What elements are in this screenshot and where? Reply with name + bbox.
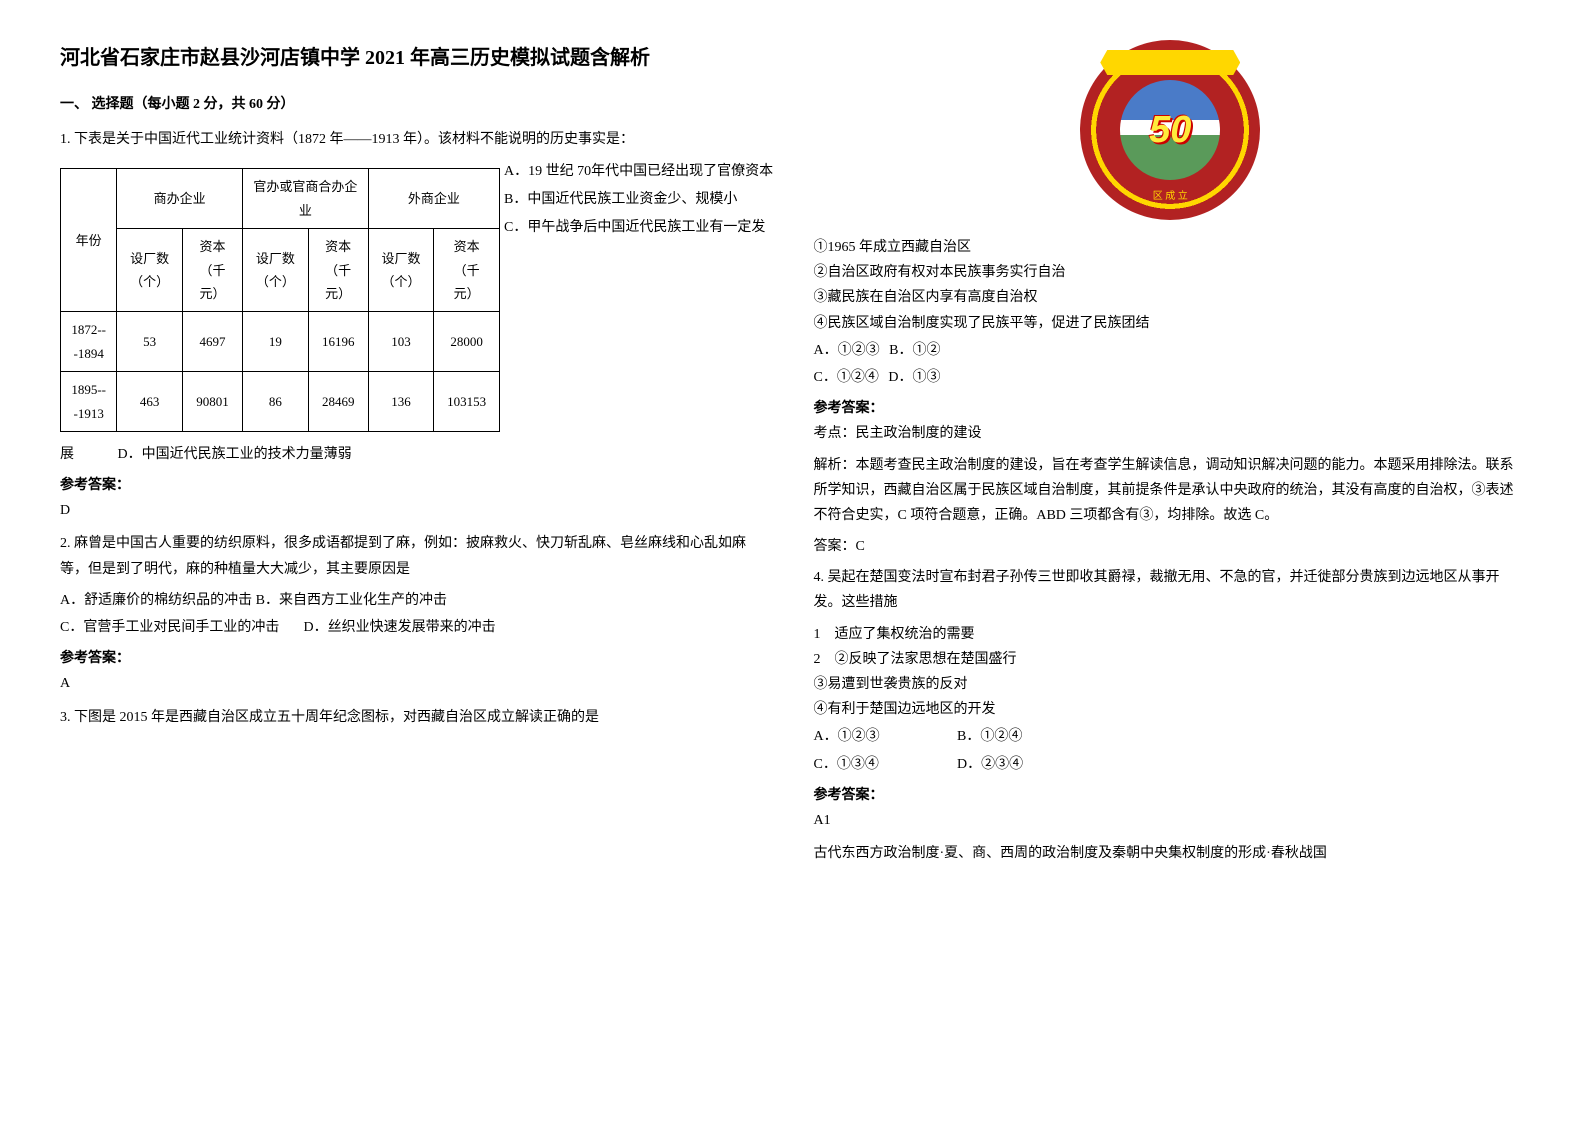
q1-optB: B．中国近代民族工业资金少、规模小 bbox=[504, 186, 774, 214]
q4-optD: D．②③④ bbox=[957, 757, 1023, 772]
q3-statement-3: ③藏民族在自治区内享有高度自治权 bbox=[814, 285, 1528, 310]
q3-statement-1: ①1965 年成立西藏自治区 bbox=[814, 235, 1528, 260]
th-group2: 官办或官商合办企业 bbox=[243, 169, 369, 229]
q2-optA: A．舒适廉价的棉纺织品的冲击 bbox=[60, 588, 252, 613]
q1-optC: C．甲午战争后中国近代民族工业有一定发 bbox=[504, 214, 774, 242]
q4-stem: 4. 吴起在楚国变法时宣布封君子孙传三世即收其爵禄，裁撤无用、不急的官，并迁徙部… bbox=[814, 565, 1528, 615]
q4-opts-line2: C．①③④ D．②③④ bbox=[814, 752, 1528, 777]
td: 136 bbox=[368, 372, 434, 432]
left-column: 河北省石家庄市赵县沙河店镇中学 2021 年高三历史模拟试题含解析 一、 选择题… bbox=[60, 40, 774, 1082]
table-row: 年份 商办企业 官办或官商合办企业 外商企业 bbox=[61, 169, 500, 229]
q2-opts-line2: C．官营手工业对民间手工业的冲击 D．丝织业快速发展带来的冲击 bbox=[60, 615, 774, 640]
doc-title: 河北省石家庄市赵县沙河店镇中学 2021 年高三历史模拟试题含解析 bbox=[60, 40, 774, 76]
q3-optD: D．①③ bbox=[888, 370, 940, 385]
emblem-bottom-text: 区 成 立 bbox=[1080, 188, 1260, 206]
q4-optA: A．①②③ bbox=[814, 724, 954, 749]
q3-opts-line2: C．①②④ D．①③ bbox=[814, 365, 1528, 390]
answer-label: 参考答案： bbox=[60, 646, 774, 671]
q2-answer: A bbox=[60, 671, 774, 696]
th-sub: 设厂数（个） bbox=[117, 229, 183, 312]
q1-table: 年份 商办企业 官办或官商合办企业 外商企业 设厂数（个） 资本（千元） 设厂数… bbox=[60, 168, 500, 432]
td: 53 bbox=[117, 312, 183, 372]
q2-optC: C．官营手工业对民间手工业的冲击 bbox=[60, 615, 300, 640]
q3-opts-line1: A．①②③ B．①② bbox=[814, 338, 1528, 363]
question-3-stem: 3. 下图是 2015 年是西藏自治区成立五十周年纪念图标，对西藏自治区成立解读… bbox=[60, 705, 774, 730]
td: 103 bbox=[368, 312, 434, 372]
answer-label: 参考答案： bbox=[60, 473, 774, 498]
q3-statement-4: ④民族区域自治制度实现了民族平等，促进了民族团结 bbox=[814, 311, 1528, 336]
q3-statement-2: ②自治区政府有权对本民族事务实行自治 bbox=[814, 260, 1528, 285]
question-4: 4. 吴起在楚国变法时宣布封君子孙传三世即收其爵禄，裁撤无用、不急的官，并迁徙部… bbox=[814, 565, 1528, 866]
td: 4697 bbox=[182, 312, 242, 372]
td: 1895---1913 bbox=[61, 372, 117, 432]
question-2: 2. 麻曾是中国古人重要的纺织原料，很多成语都提到了麻，例如：披麻救火、快刀斩乱… bbox=[60, 531, 774, 696]
td: 90801 bbox=[182, 372, 242, 432]
th-group1: 商办企业 bbox=[117, 169, 243, 229]
q4-statement-3: ③易遭到世袭贵族的反对 bbox=[814, 672, 1528, 697]
th-sub: 设厂数（个） bbox=[368, 229, 434, 312]
section-header: 一、 选择题（每小题 2 分，共 60 分） bbox=[60, 92, 774, 117]
td: 28469 bbox=[308, 372, 368, 432]
q1-optD: D．中国近代民族工业的技术力量薄弱 bbox=[118, 447, 352, 462]
q3-stem: 3. 下图是 2015 年是西藏自治区成立五十周年纪念图标，对西藏自治区成立解读… bbox=[60, 705, 774, 730]
th-sub: 设厂数（个） bbox=[243, 229, 309, 312]
th-group3: 外商企业 bbox=[368, 169, 499, 229]
emblem-ribbon bbox=[1100, 50, 1240, 75]
q1-table-wrap: 年份 商办企业 官办或官商合办企业 外商企业 设厂数（个） 资本（千元） 设厂数… bbox=[60, 158, 774, 442]
q1-stem: 1. 下表是关于中国近代工业统计资料（1872 年——1913 年）。该材料不能… bbox=[60, 127, 774, 152]
q3-optB: B．①② bbox=[889, 343, 940, 358]
q4-optB: B．①②④ bbox=[957, 729, 1022, 744]
q4-statement-2: 2 ②反映了法家思想在楚国盛行 bbox=[814, 647, 1528, 672]
td: 28000 bbox=[434, 312, 500, 372]
answer-label: 参考答案： bbox=[814, 783, 1528, 808]
q2-optB: B．来自西方工业化生产的冲击 bbox=[256, 593, 447, 608]
q1-optA: A．19 世纪 70年代中国已经出现了官僚资本 bbox=[504, 158, 774, 186]
emblem-outer-ring: 50 区 成 立 bbox=[1080, 40, 1260, 220]
emblem-number-50: 50 bbox=[1149, 96, 1191, 164]
answer-label: 参考答案： bbox=[814, 396, 1528, 421]
right-column: 50 区 成 立 ①1965 年成立西藏自治区 ②自治区政府有权对本民族事务实行… bbox=[814, 40, 1528, 1082]
td: 16196 bbox=[308, 312, 368, 372]
q3-answer: 答案：C bbox=[814, 534, 1528, 559]
q1-answer: D bbox=[60, 498, 774, 523]
q4-optC: C．①③④ bbox=[814, 752, 954, 777]
q1-side-options: A．19 世纪 70年代中国已经出现了官僚资本 B．中国近代民族工业资金少、规模… bbox=[500, 158, 774, 242]
q4-opts-line1: A．①②③ B．①②④ bbox=[814, 724, 1528, 749]
q4-statement-1: 1 适应了集权统治的需要 bbox=[814, 622, 1528, 647]
q2-optD: D．丝织业快速发展带来的冲击 bbox=[304, 620, 496, 635]
q1-optC-cont: 展 D．中国近代民族工业的技术力量薄弱 bbox=[60, 442, 774, 467]
q4-footer: 古代东西方政治制度·夏、商、西周的政治制度及秦朝中央集权制度的形成·春秋战国 bbox=[814, 841, 1528, 866]
th-sub: 资本（千元） bbox=[182, 229, 242, 312]
table-row: 设厂数（个） 资本（千元） 设厂数（个） 资本（千元） 设厂数（个） 资本（千元… bbox=[61, 229, 500, 312]
q2-opts-line1: A．舒适廉价的棉纺织品的冲击 B．来自西方工业化生产的冲击 bbox=[60, 588, 774, 613]
td: 1872---1894 bbox=[61, 312, 117, 372]
th-sub: 资本（千元） bbox=[434, 229, 500, 312]
th-sub: 资本（千元） bbox=[308, 229, 368, 312]
q3-analysis: 解析：本题考查民主政治制度的建设，旨在考查学生解读信息，调动知识解决问题的能力。… bbox=[814, 453, 1528, 529]
q2-stem: 2. 麻曾是中国古人重要的纺织原料，很多成语都提到了麻，例如：披麻救火、快刀斩乱… bbox=[60, 531, 774, 581]
q3-kaodian: 考点：民主政治制度的建设 bbox=[814, 421, 1528, 446]
q3-optA: A．①②③ bbox=[814, 343, 880, 358]
tibet-emblem-image: 50 区 成 立 bbox=[1080, 40, 1260, 220]
td: 463 bbox=[117, 372, 183, 432]
question-1: 1. 下表是关于中国近代工业统计资料（1872 年——1913 年）。该材料不能… bbox=[60, 127, 774, 523]
th-year: 年份 bbox=[61, 169, 117, 312]
td: 103153 bbox=[434, 372, 500, 432]
q1-optC-cont-text: 展 bbox=[60, 447, 74, 462]
td: 19 bbox=[243, 312, 309, 372]
td: 86 bbox=[243, 372, 309, 432]
q3-optC: C．①②④ bbox=[814, 370, 879, 385]
table-row: 1895---1913 463 90801 86 28469 136 10315… bbox=[61, 372, 500, 432]
q4-statement-4: ④有利于楚国边远地区的开发 bbox=[814, 697, 1528, 722]
table-row: 1872---1894 53 4697 19 16196 103 28000 bbox=[61, 312, 500, 372]
q4-answer: A1 bbox=[814, 808, 1528, 833]
